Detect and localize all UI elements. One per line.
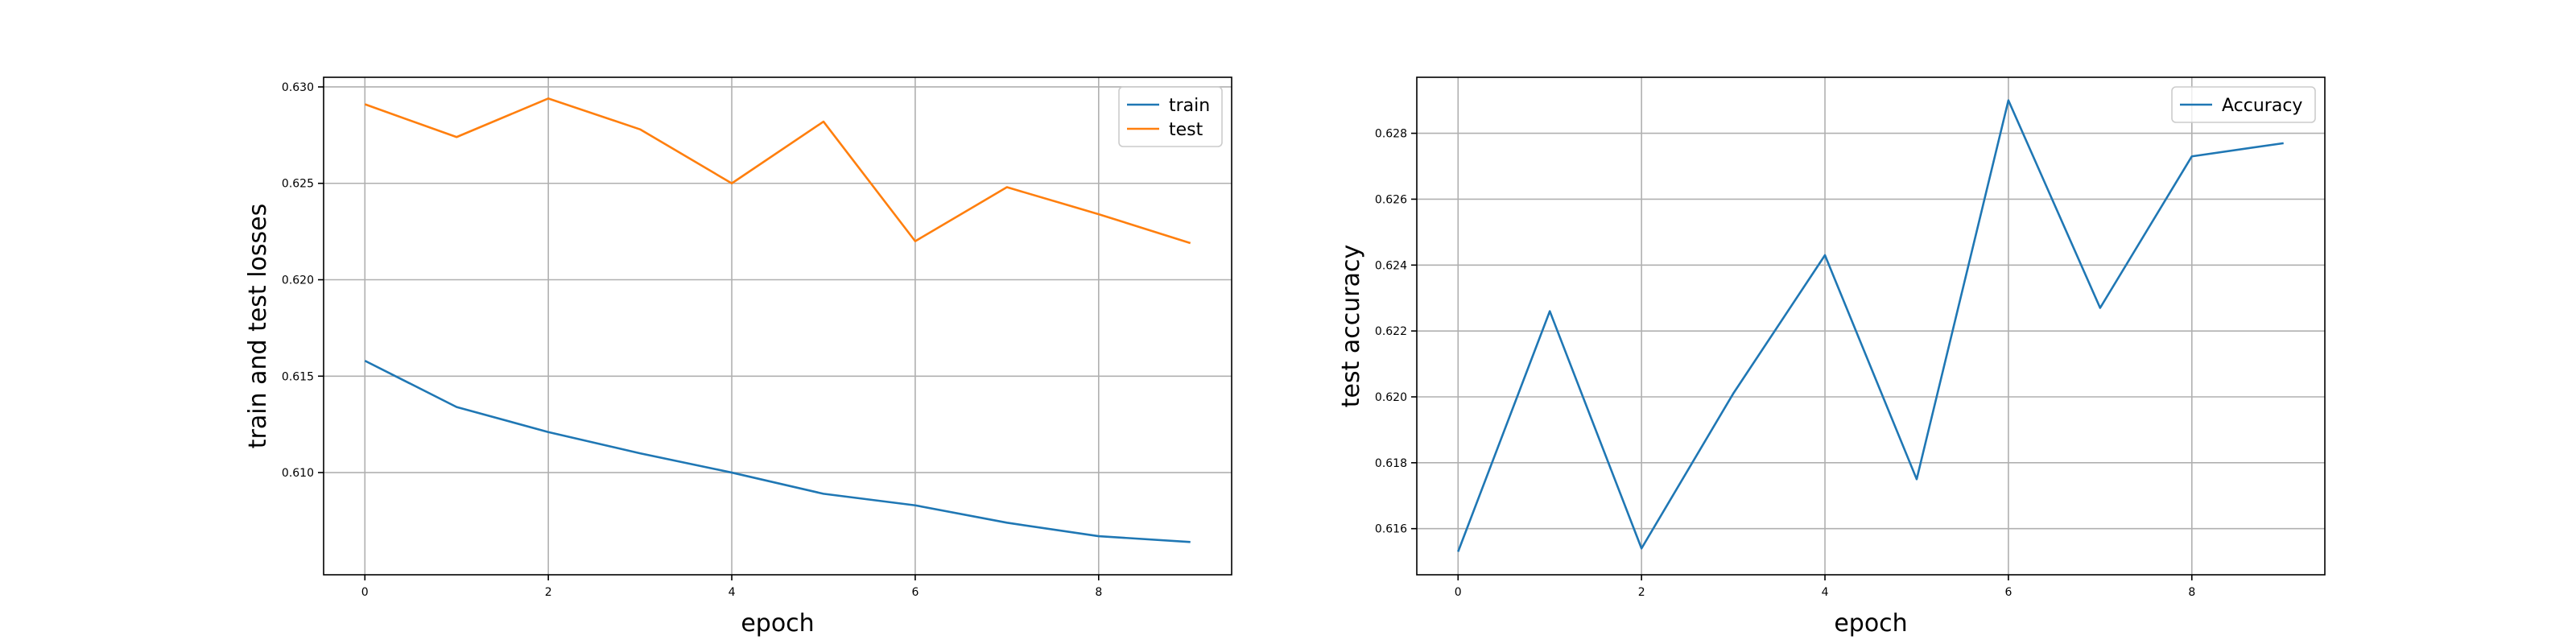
series-line-accuracy: [1457, 99, 2284, 552]
chart-losses: 0 2 4 6 8 0.610 0.615 0.620 0.625 0.630 epoch train…: [244, 76, 1232, 638]
x-tick-label: 2: [545, 586, 552, 599]
legend: Accuracy: [2171, 86, 2316, 123]
y-tick-label: 0.626: [1375, 193, 1407, 206]
x-tick-label: 2: [1638, 586, 1645, 599]
y-tick-label: 0.610: [282, 467, 314, 480]
y-tick-label: 0.620: [282, 275, 314, 287]
x-tick-label: 8: [2188, 586, 2195, 599]
legend-box: [2171, 86, 2316, 123]
series-line-test: [364, 97, 1191, 245]
legend-box: [1118, 86, 1223, 147]
y-tick-label: 0.628: [1375, 128, 1407, 141]
x-tick-label: 4: [1822, 586, 1829, 599]
y-tick-label: 0.624: [1375, 259, 1407, 272]
axes-frame: [1416, 76, 2326, 576]
x-tick-label: 4: [729, 586, 736, 599]
legend: train test: [1118, 86, 1223, 147]
series-line-train: [364, 359, 1191, 543]
y-axis-label: test accuracy: [1337, 245, 1365, 408]
x-tick-label: 6: [2004, 586, 2012, 599]
x-tick-label: 0: [1455, 586, 1462, 599]
x-axis-label: epoch: [741, 609, 814, 638]
y-tick-label: 0.630: [282, 81, 314, 94]
axes-frame: [323, 76, 1232, 576]
legend-label: train: [1169, 96, 1210, 116]
x-tick-label: 6: [911, 586, 919, 599]
chart-accuracy: 0 2 4 6 8 0.616 0.618 0.620 0.622 0.624 0.626 0.628…: [1337, 76, 2326, 638]
y-tick-label: 0.616: [1375, 523, 1407, 536]
y-tick-label: 0.622: [1375, 325, 1407, 338]
y-tick-label: 0.620: [1375, 391, 1407, 404]
y-axis-label: train and test losses: [244, 204, 272, 449]
y-tick-label: 0.625: [282, 178, 314, 191]
x-axis-label: epoch: [1834, 609, 1907, 638]
y-tick-label: 0.615: [282, 370, 314, 383]
x-tick-label: 0: [361, 586, 369, 599]
legend-label: test: [1169, 120, 1203, 140]
y-tick-label: 0.618: [1375, 457, 1407, 470]
legend-label: Accuracy: [2222, 96, 2302, 116]
x-tick-label: 8: [1095, 586, 1102, 599]
